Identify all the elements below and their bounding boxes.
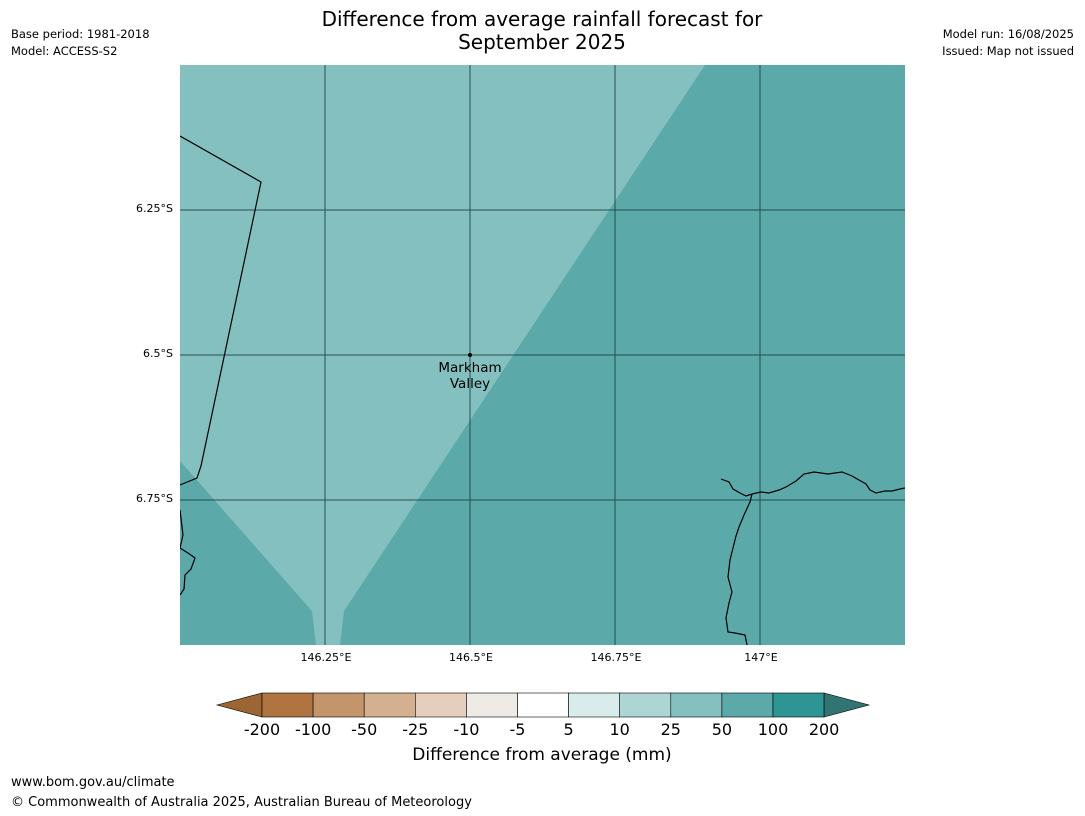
colorbar-segment [619,692,672,718]
west-coastline [180,509,196,596]
metadata-left: Base period: 1981-2018 Model: ACCESS-S2 [11,26,150,60]
colorbar-tick-label: 5 [563,720,574,739]
coastline-borders [180,135,905,645]
colorbar-tick-label: 200 [808,720,840,739]
model-run-text: Model run: 16/08/2025 [942,27,1074,41]
colorbar-title: Difference from average (mm) [412,745,672,765]
colorbar-segment [568,692,621,718]
colorbar-tick-label: -50 [351,720,378,739]
lat-label-6-75: 6.75°S [136,492,173,505]
east-coastline [720,478,753,645]
colorbar-segment [721,692,774,718]
footer-copyright: © Commonwealth of Australia 2025, Austra… [11,795,472,810]
model-text: Model: ACCESS-S2 [11,44,118,58]
colorbar-arrow-left [215,692,263,718]
colorbar-segment [772,692,825,718]
north-coastline [751,471,905,495]
colorbar-arrow-right [823,692,871,718]
base-period-text: Base period: 1981-2018 [11,27,150,41]
colorbar-segment [670,692,723,718]
map-title-line2: September 2025 [458,30,626,54]
colorbar-tick-label: -100 [294,720,332,739]
place-label-line2: Valley [449,376,491,392]
colorbar-segment [517,692,569,718]
colorbar-tick-label: 50 [711,720,733,739]
colorbar-segment [363,692,416,718]
graticule [180,65,905,645]
map-title-line1: Difference from average rainfall forecas… [321,7,763,31]
colorbar [215,692,871,718]
colorbar-tick-label: 100 [757,720,789,739]
province-border [180,135,262,486]
colorbar-segments [215,692,871,718]
colorbar-segment [312,692,365,718]
colorbar-segment [415,692,467,718]
markham-valley-marker [468,353,472,357]
map-title: Difference from average rainfall forecas… [242,8,842,54]
colorbar-tick-label: -5 [509,720,526,739]
colorbar-segment [466,692,518,718]
place-label-markham-valley: Markham Valley [420,360,520,392]
lon-label-146-5: 146.5°E [449,651,493,664]
colorbar-segment [261,692,314,718]
lon-label-146-25: 146.25°E [300,651,352,664]
colorbar-tick-label: 25 [660,720,681,739]
colorbar-tick-label: -10 [453,720,480,739]
colorbar-tick-label: -200 [243,720,281,739]
place-label-line1: Markham [438,360,502,376]
footer-url: www.bom.gov.au/climate [11,775,175,790]
lat-label-6-5: 6.5°S [143,347,173,360]
issued-text: Issued: Map not issued [942,44,1074,58]
lat-label-6-25: 6.25°S [136,202,173,215]
lon-label-147: 147°E [744,651,778,664]
colorbar-tick-label: -25 [402,720,429,739]
colorbar-tick-label: 10 [609,720,630,739]
rainfall-map [180,65,905,645]
lon-label-146-75: 146.75°E [590,651,642,664]
metadata-right: Model run: 16/08/2025 Issued: Map not is… [942,26,1074,60]
